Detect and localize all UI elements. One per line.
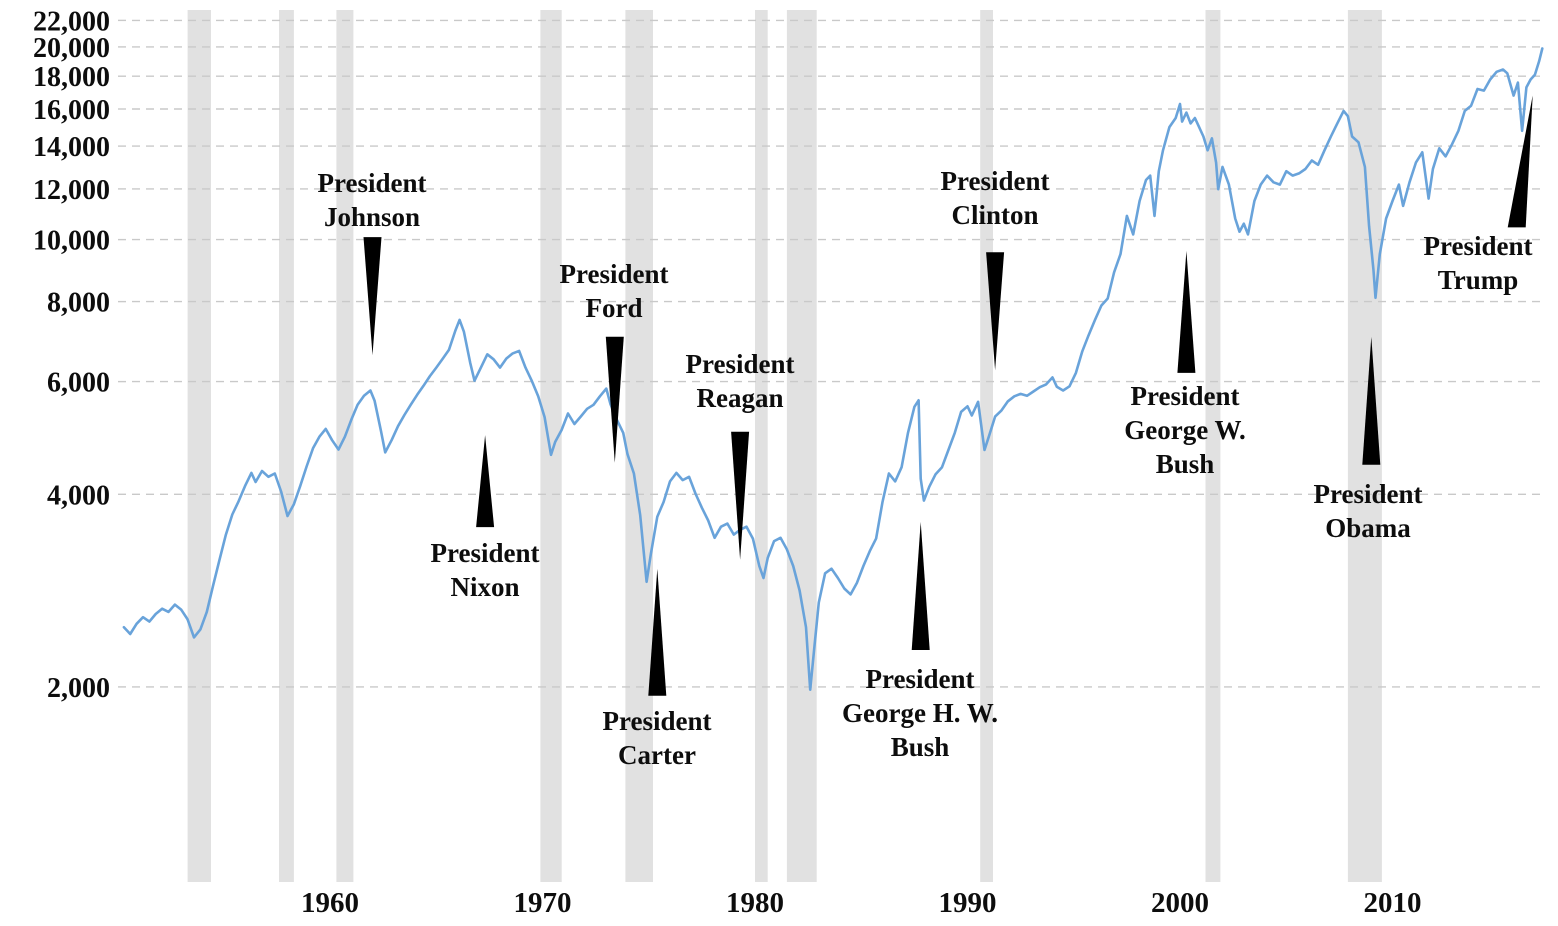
annotations-layer: President Johnson President Nixon President F… — [318, 95, 1533, 770]
series-layer — [122, 47, 1544, 691]
recession-band — [786, 10, 817, 882]
y-tick-label: 8,000 — [47, 288, 110, 319]
y-tick-label: 2,000 — [47, 673, 110, 704]
x-tick-label: 2010 — [1364, 887, 1422, 919]
recession-band — [187, 10, 211, 882]
annotation-arrow-trump — [1507, 95, 1533, 228]
y-tick-label: 4,000 — [47, 480, 110, 511]
recession-band — [336, 10, 354, 882]
annotation-arrow-bush — [1177, 250, 1196, 373]
x-tick-label: 1970 — [514, 887, 572, 919]
annotation-president-clinton: President Clinton — [941, 166, 1050, 230]
y-tick-label: 16,000 — [33, 95, 110, 126]
x-tick-label: 1960 — [301, 887, 359, 919]
x-tick-label: 1980 — [726, 887, 784, 919]
dow-jones-line — [122, 47, 1544, 691]
y-tick-label: 6,000 — [47, 368, 110, 399]
recession-band — [540, 10, 562, 882]
y-axis-labels: 2,000 4,000 6,000 8,000 10,000 12,000 14,000 16… — [33, 6, 110, 704]
annotation-arrow-carter — [648, 568, 667, 696]
annotation-president-ford: President Ford — [560, 259, 669, 323]
annotation-arrow-nixon — [476, 435, 495, 528]
annotation-arrow-obama — [1362, 336, 1381, 465]
annotation-president-reagan: President Reagan — [686, 349, 795, 413]
annotation-president-johnson: President Johnson — [318, 168, 427, 232]
y-tick-label: 22,000 — [33, 6, 110, 37]
y-tick-label: 12,000 — [33, 175, 110, 206]
recession-band — [1205, 10, 1221, 882]
annotation-arrow-bush — [911, 522, 930, 650]
annotation-arrow-johnson — [363, 237, 382, 356]
annotation-arrow-ford — [605, 336, 624, 463]
y-tick-label: 20,000 — [33, 33, 110, 64]
recession-bands-layer — [187, 10, 1382, 882]
recession-band — [755, 10, 768, 882]
annotation-president-obama: President Obama — [1314, 479, 1423, 543]
annotation-president-trump: President Trump — [1424, 231, 1533, 295]
y-tick-label: 14,000 — [33, 132, 110, 163]
annotation-president-carter: President Carter — [603, 706, 712, 770]
recession-band — [625, 10, 653, 882]
y-tick-label: 18,000 — [33, 62, 110, 93]
annotation-president-nixon: President Nixon — [431, 538, 540, 602]
annotation-president-bush: President George W. Bush — [1124, 381, 1246, 479]
x-tick-label: 1990 — [939, 887, 997, 919]
recession-band — [279, 10, 294, 882]
gridlines-layer — [118, 19, 1546, 688]
x-tick-label: 2000 — [1151, 887, 1209, 919]
x-axis-labels: 1960 1970 1980 1990 2000 2010 — [301, 887, 1422, 919]
annotation-arrow-reagan — [731, 431, 750, 560]
annotation-president-bush: President George H. W. Bush — [842, 664, 998, 762]
annotation-arrow-clinton — [986, 252, 1005, 371]
y-tick-label: 10,000 — [33, 226, 110, 257]
